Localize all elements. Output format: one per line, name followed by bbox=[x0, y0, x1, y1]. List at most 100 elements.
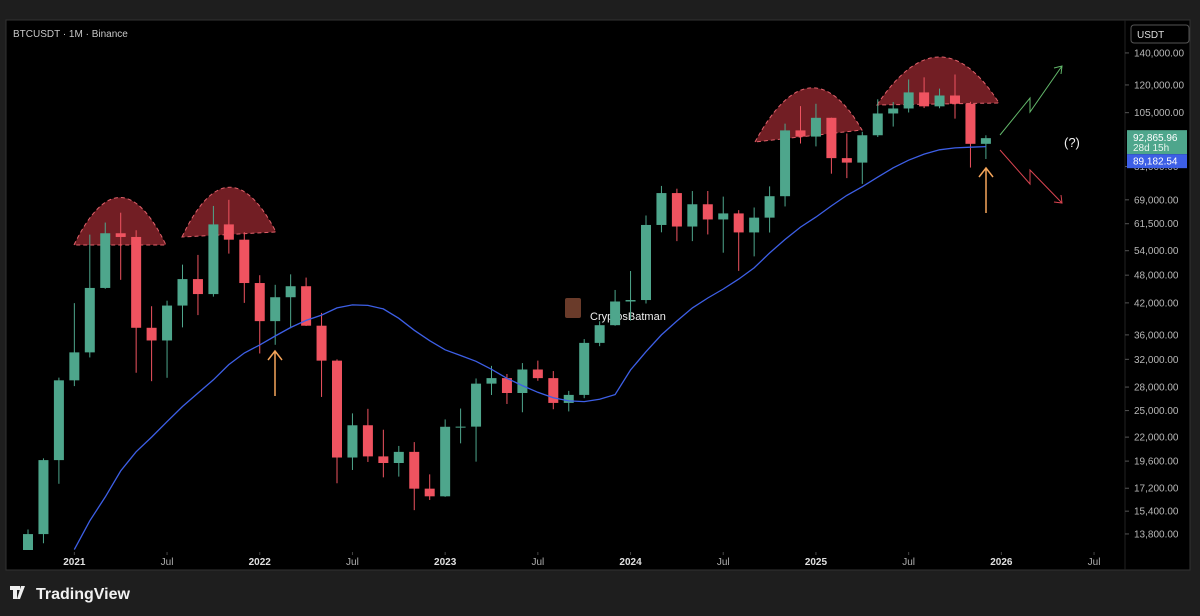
candle-body bbox=[316, 325, 327, 361]
y-tick-label: 120,000.00 bbox=[1134, 80, 1184, 91]
candle-body bbox=[424, 488, 435, 497]
candle-body bbox=[610, 301, 621, 326]
candle-body bbox=[563, 394, 574, 403]
candle-body bbox=[471, 383, 482, 427]
candle-body bbox=[702, 204, 713, 220]
candle-body bbox=[362, 425, 373, 457]
candle-body bbox=[177, 279, 188, 306]
y-tick-label: 105,000.00 bbox=[1134, 108, 1184, 119]
candle-body bbox=[532, 369, 543, 379]
candle-body bbox=[980, 138, 991, 144]
candle-body bbox=[764, 196, 775, 218]
candle-body bbox=[641, 224, 651, 301]
currency-box[interactable] bbox=[1130, 24, 1190, 44]
last-price-box bbox=[1127, 130, 1187, 155]
y-tick-label: 140,000.00 bbox=[1134, 48, 1184, 59]
candle-body bbox=[393, 451, 404, 464]
candle-body bbox=[733, 213, 744, 233]
y-tick-label: 28,000.00 bbox=[1134, 383, 1179, 394]
y-tick-label: 42,000.00 bbox=[1134, 298, 1179, 309]
candle-body bbox=[254, 283, 265, 322]
candle-body bbox=[115, 233, 126, 237]
candle-body bbox=[579, 342, 590, 395]
arrow-bear bbox=[999, 149, 1063, 204]
x-tick-label: 2024 bbox=[619, 557, 642, 568]
x-tick-label: Jul bbox=[717, 557, 730, 568]
y-tick-label: 69,000.00 bbox=[1134, 195, 1179, 206]
y-tick-label: 13,800.00 bbox=[1134, 529, 1179, 540]
annotation: (?) bbox=[1064, 135, 1080, 150]
watermark: CryptosBatman bbox=[590, 311, 666, 323]
candle-body bbox=[517, 369, 528, 394]
brand-logo bbox=[10, 586, 25, 599]
candle-body bbox=[270, 297, 281, 322]
plot-marks bbox=[23, 74, 991, 550]
watermark-icon bbox=[565, 298, 581, 318]
y-tick-label: 17,200.00 bbox=[1134, 484, 1179, 495]
candle-body bbox=[671, 193, 682, 227]
candle-body bbox=[795, 130, 806, 137]
x-tick-label: 2025 bbox=[805, 557, 828, 568]
candle-body bbox=[146, 327, 157, 341]
candle-body bbox=[718, 213, 729, 220]
candle-body bbox=[656, 193, 667, 225]
x-tick-label: Jul bbox=[161, 557, 174, 568]
candle-body bbox=[301, 286, 312, 326]
y-tick-label: 19,600.00 bbox=[1134, 457, 1179, 468]
currency[interactable]: USDT bbox=[1137, 30, 1164, 41]
candle-body bbox=[455, 426, 466, 428]
plot-area bbox=[5, 19, 1191, 571]
x-tick-label: Jul bbox=[902, 557, 915, 568]
candle-body bbox=[810, 117, 821, 137]
candle-body bbox=[548, 378, 559, 403]
candle-body bbox=[162, 305, 173, 341]
y-tick-label: 48,000.00 bbox=[1134, 271, 1179, 282]
candle-body bbox=[223, 224, 234, 240]
last-price-label: 92,865.96 bbox=[1133, 133, 1178, 144]
dome bbox=[73, 197, 167, 246]
candle-body bbox=[192, 279, 203, 295]
x-tick-label: 2022 bbox=[249, 557, 272, 568]
chart-title: BTCUSDT · 1M · Binance bbox=[13, 29, 128, 40]
candle-body bbox=[841, 158, 852, 163]
candle-body bbox=[239, 239, 250, 284]
y-tick-label: 32,000.00 bbox=[1134, 355, 1179, 366]
y-tick-label: 36,000.00 bbox=[1134, 330, 1179, 341]
candle-body bbox=[888, 108, 899, 114]
candle-body bbox=[100, 233, 111, 288]
brand: TradingView bbox=[36, 586, 131, 603]
candle-body bbox=[53, 380, 64, 461]
candle-body bbox=[131, 236, 142, 328]
y-tick-label: 54,000.00 bbox=[1134, 246, 1179, 257]
ma-price-box bbox=[1127, 154, 1187, 169]
candle-body bbox=[903, 92, 914, 109]
y-tick-label: 61,500.00 bbox=[1134, 219, 1179, 230]
y-tick-label: 22,000.00 bbox=[1134, 433, 1179, 444]
x-tick-label: Jul bbox=[531, 557, 544, 568]
candle-body bbox=[347, 425, 358, 458]
candle-body bbox=[208, 224, 219, 295]
moving-average bbox=[73, 145, 986, 550]
candle-body bbox=[934, 95, 945, 107]
x-tick-label: Jul bbox=[1088, 557, 1101, 568]
candle-body bbox=[69, 352, 80, 381]
candle-body bbox=[23, 534, 33, 550]
candle-body bbox=[285, 286, 296, 298]
candle-body bbox=[440, 426, 451, 497]
candle-body bbox=[826, 117, 837, 159]
x-tick-label: 2026 bbox=[990, 557, 1013, 568]
arrow-up bbox=[267, 166, 994, 396]
x-tick-label: 2023 bbox=[434, 557, 457, 568]
candle-body bbox=[780, 130, 791, 197]
ma-price-label: 89,182.54 bbox=[1133, 157, 1178, 168]
candle-body bbox=[594, 325, 605, 343]
y-tick-label: 15,400.00 bbox=[1134, 507, 1179, 518]
candle-body bbox=[486, 378, 497, 384]
candle-body bbox=[84, 287, 95, 353]
drawings bbox=[73, 56, 1063, 396]
candle-body bbox=[501, 378, 512, 394]
candle-body bbox=[872, 113, 883, 136]
candle-body bbox=[687, 204, 698, 227]
y-tick-label: 25,000.00 bbox=[1134, 406, 1179, 417]
